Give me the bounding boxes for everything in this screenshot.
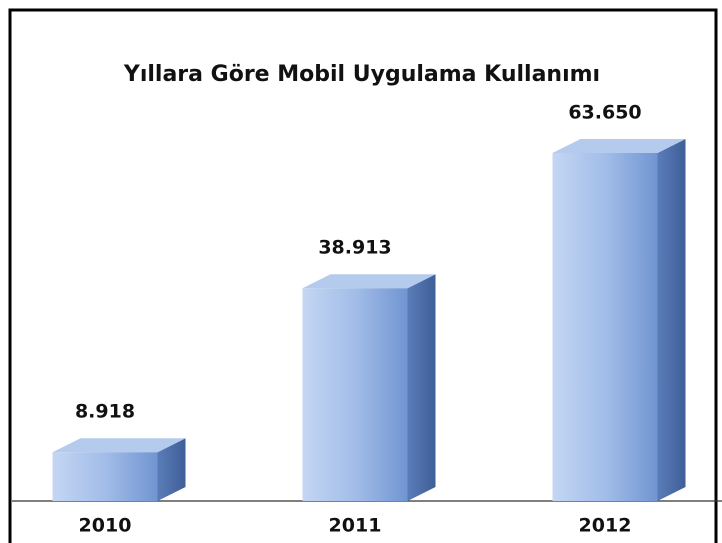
x-tick-label: 2011: [329, 515, 382, 537]
bar: [52, 452, 158, 501]
frame: [8, 8, 718, 543]
bar-top: [552, 139, 686, 153]
bar-top: [52, 438, 186, 453]
bar-top: [302, 274, 436, 289]
bar: [552, 153, 658, 501]
x-tick-label: 2010: [79, 515, 132, 537]
data-label: 38.913: [318, 237, 391, 259]
data-label: 8.918: [75, 401, 135, 423]
bar-side: [407, 274, 436, 501]
bar-side: [657, 139, 686, 501]
data-label: 63.650: [568, 102, 641, 124]
bar-side: [157, 438, 186, 501]
x-tick-label: 2012: [579, 515, 632, 537]
bar: [302, 288, 408, 501]
chart-title: Yıllara Göre Mobil Uygulama Kullanımı: [123, 62, 600, 87]
